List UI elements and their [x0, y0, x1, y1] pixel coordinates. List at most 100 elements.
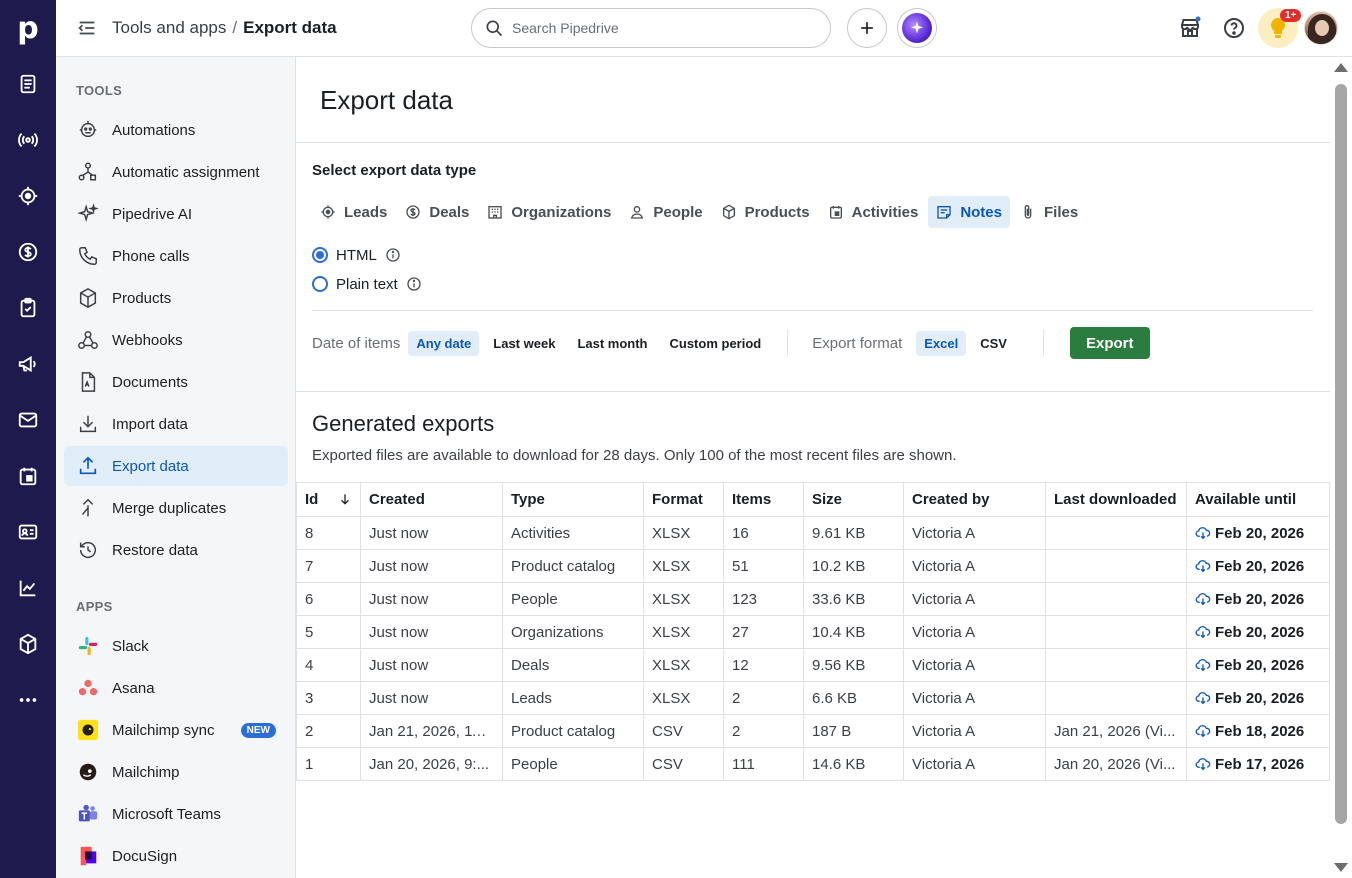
user-avatar[interactable] — [1304, 11, 1338, 45]
sidebar-item-automatic-assignment[interactable]: Automatic assignment — [64, 152, 288, 192]
sidebar-item-export-data[interactable]: Export data — [64, 446, 288, 486]
sidebar-item-products[interactable]: Products — [64, 278, 288, 318]
column-header-size[interactable]: Size — [803, 482, 904, 517]
search-input[interactable] — [512, 20, 812, 36]
download-link[interactable]: Feb 17, 2026 — [1195, 756, 1321, 773]
quick-add-button[interactable] — [847, 8, 887, 48]
cell-available-until[interactable]: Feb 18, 2026 — [1186, 714, 1330, 748]
sidebar-item-docusign[interactable]: DocuSign — [64, 836, 288, 876]
sidebar-item-microsoft-teams[interactable]: Microsoft Teams — [64, 794, 288, 834]
broadcast-icon[interactable] — [14, 126, 42, 154]
cell-available-until[interactable]: Feb 17, 2026 — [1186, 747, 1330, 781]
tab-deals[interactable]: Deals — [397, 196, 477, 228]
ai-assistant-button[interactable] — [897, 8, 937, 48]
column-header-created-by[interactable]: Created by — [903, 482, 1046, 517]
download-link[interactable]: Feb 20, 2026 — [1195, 690, 1321, 707]
export-button[interactable]: Export — [1069, 327, 1150, 359]
tab-organizations[interactable]: Organizations — [479, 196, 619, 228]
deals-target-icon[interactable] — [14, 182, 42, 210]
products-box-icon[interactable] — [14, 630, 42, 658]
leads-inbox-icon[interactable] — [14, 70, 42, 98]
calendar-icon[interactable] — [14, 462, 42, 490]
radio-plain-text-option[interactable]: Plain text — [312, 274, 422, 294]
info-icon[interactable] — [385, 247, 401, 263]
cell-available-until[interactable]: Feb 20, 2026 — [1186, 582, 1330, 616]
date-option-custom-period[interactable]: Custom period — [669, 335, 762, 351]
cell-size: 6.6 KB — [803, 681, 904, 715]
date-option-last-month[interactable]: Last month — [577, 335, 648, 351]
sort-arrow-down-icon[interactable] — [338, 491, 352, 507]
sidebar-item-import-data[interactable]: Import data — [64, 404, 288, 444]
date-option-any-date[interactable]: Any date — [408, 330, 480, 356]
download-link[interactable]: Feb 20, 2026 — [1195, 657, 1321, 674]
sidebar-item-mailchimp[interactable]: Mailchimp — [64, 752, 288, 792]
format-option-excel[interactable]: Excel — [916, 330, 967, 356]
tab-label: Notes — [960, 203, 1002, 221]
sidebar-item-automations[interactable]: Automations — [64, 110, 288, 150]
dollar-icon[interactable] — [14, 238, 42, 266]
help-icon[interactable] — [1220, 14, 1248, 42]
radio-button[interactable] — [312, 276, 328, 292]
download-link[interactable]: Feb 20, 2026 — [1195, 558, 1321, 575]
sidebar-item-asana[interactable]: Asana — [64, 668, 288, 708]
sidebar-item-webhooks[interactable]: Webhooks — [64, 320, 288, 360]
sidebar-item-phone-calls[interactable]: Phone calls — [64, 236, 288, 276]
radio-button[interactable] — [312, 247, 328, 263]
tab-products[interactable]: Products — [713, 196, 818, 228]
cell-available-until[interactable]: Feb 20, 2026 — [1186, 648, 1330, 682]
scroll-down-arrow[interactable] — [1334, 863, 1348, 872]
cell-available-until[interactable]: Feb 20, 2026 — [1186, 549, 1330, 583]
table-row[interactable]: 3 Just now Leads XLSX 2 6.6 KB Victoria A Feb 2… — [296, 681, 1330, 715]
marketplace-icon[interactable] — [1176, 14, 1204, 42]
download-link[interactable]: Feb 18, 2026 — [1195, 723, 1321, 740]
page-scrollbar[interactable] — [1330, 57, 1352, 878]
breadcrumb-parent[interactable]: Tools and apps — [112, 18, 227, 37]
date-option-last-week[interactable]: Last week — [493, 335, 556, 351]
format-option-csv[interactable]: CSV — [980, 335, 1007, 351]
table-row[interactable]: 7 Just now Product catalog XLSX 51 10.2 KB Vic… — [296, 549, 1330, 583]
search-box[interactable] — [471, 8, 831, 48]
info-icon[interactable] — [406, 276, 422, 292]
sidebar-item-documents[interactable]: Documents — [64, 362, 288, 402]
column-header-last-downloaded[interactable]: Last downloaded — [1045, 482, 1187, 517]
column-header-format[interactable]: Format — [643, 482, 724, 517]
campaigns-megaphone-icon[interactable] — [14, 350, 42, 378]
table-row[interactable]: 4 Just now Deals XLSX 12 9.56 KB Victoria A Feb… — [296, 648, 1330, 682]
column-header-items[interactable]: Items — [723, 482, 804, 517]
table-row[interactable]: 2 Jan 21, 2026, 11:... Product catalog CSV 2… — [296, 714, 1330, 748]
table-row[interactable]: 5 Just now Organizations XLSX 27 10.4 KB Victo… — [296, 615, 1330, 649]
collapse-menu-icon[interactable] — [76, 17, 98, 39]
tab-files[interactable]: Files — [1012, 196, 1086, 228]
sidebar-item-restore-data[interactable]: Restore data — [64, 530, 288, 570]
sidebar-item-merge-duplicates[interactable]: Merge duplicates — [64, 488, 288, 528]
sidebar-item-mailchimp-sync[interactable]: Mailchimp sync NEW — [64, 710, 288, 750]
table-row[interactable]: 1 Jan 20, 2026, 9:... People CSV 111 14.6 KB V… — [296, 747, 1330, 781]
column-header-created[interactable]: Created — [360, 482, 503, 517]
pipedrive-logo[interactable]: p — [17, 10, 39, 46]
insights-chart-icon[interactable] — [14, 574, 42, 602]
sidebar-item-pipedrive-ai[interactable]: Pipedrive AI — [64, 194, 288, 234]
table-row[interactable]: 8 Just now Activities XLSX 16 9.61 KB Victoria… — [296, 516, 1330, 550]
cell-available-until[interactable]: Feb 20, 2026 — [1186, 615, 1330, 649]
tab-notes[interactable]: Notes — [928, 196, 1010, 228]
radio-html-option[interactable]: HTML — [312, 245, 401, 265]
column-header-available-until[interactable]: Available until — [1186, 482, 1330, 517]
download-link[interactable]: Feb 20, 2026 — [1195, 624, 1321, 641]
table-row[interactable]: 6 Just now People XLSX 123 33.6 KB Victoria A F… — [296, 582, 1330, 616]
download-link[interactable]: Feb 20, 2026 — [1195, 525, 1321, 542]
tab-activities[interactable]: Activities — [820, 196, 927, 228]
cell-available-until[interactable]: Feb 20, 2026 — [1186, 516, 1330, 550]
cell-available-until[interactable]: Feb 20, 2026 — [1186, 681, 1330, 715]
contacts-card-icon[interactable] — [14, 518, 42, 546]
column-header-id[interactable]: Id — [296, 482, 361, 517]
column-header-type[interactable]: Type — [502, 482, 644, 517]
activities-clipboard-icon[interactable] — [14, 294, 42, 322]
more-icon[interactable] — [14, 686, 42, 714]
sidebar-item-slack[interactable]: Slack — [64, 626, 288, 666]
tab-leads[interactable]: Leads — [312, 196, 395, 228]
download-link[interactable]: Feb 20, 2026 — [1195, 591, 1321, 608]
scroll-thumb[interactable] — [1335, 84, 1347, 824]
scroll-up-arrow[interactable] — [1334, 63, 1348, 72]
mail-icon[interactable] — [14, 406, 42, 434]
tab-people[interactable]: People — [621, 196, 710, 228]
